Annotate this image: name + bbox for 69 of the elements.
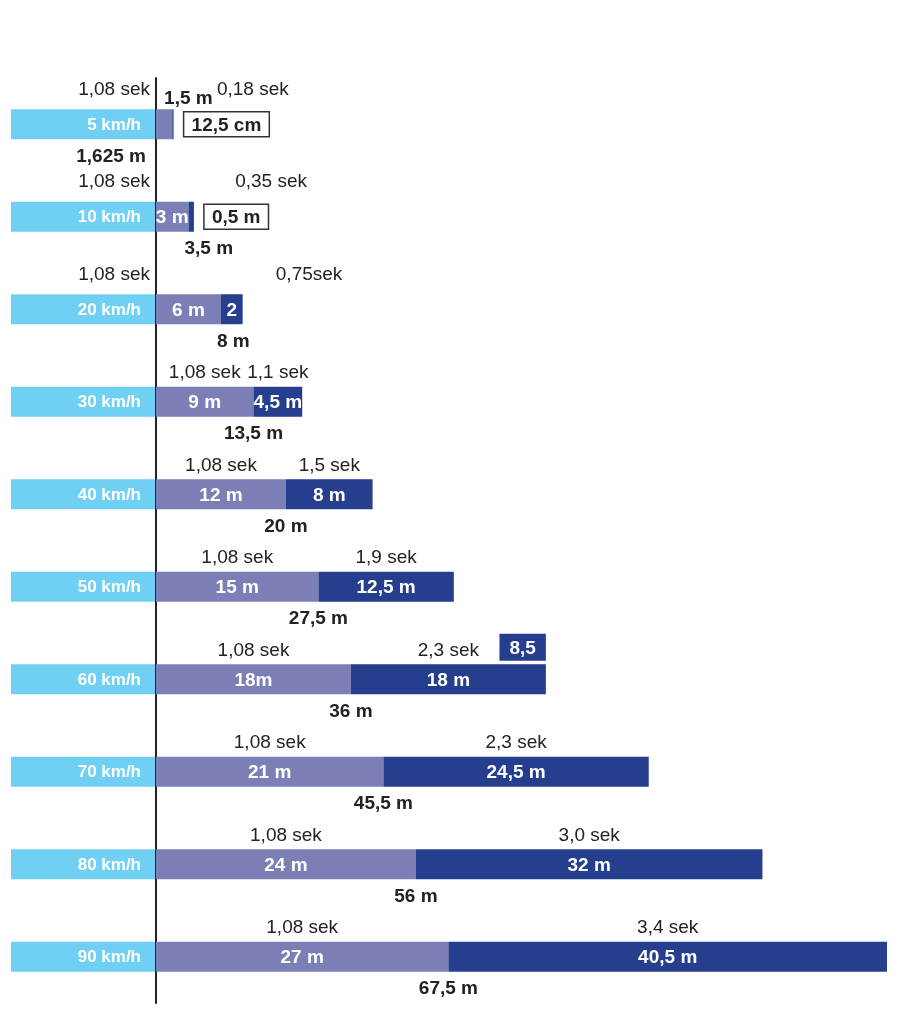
text: 1,08 sek: [78, 170, 151, 192]
y-tick-label: 40 km/h: [77, 484, 141, 504]
y-tick-label: 90 km/h: [77, 947, 141, 967]
data-label: 6 m: [172, 298, 205, 320]
bar: [156, 109, 173, 140]
total-label: 8 m: [216, 329, 250, 351]
annotation: 0,75sek: [275, 262, 343, 284]
data-label: 12 m: [199, 483, 243, 505]
text: 1,08 sek: [78, 77, 151, 99]
data-label: 24 m: [264, 853, 308, 875]
annotation: 2,3 sek: [485, 731, 548, 753]
total-label: 27,5 m: [288, 607, 349, 629]
y-tick-label: 5 km/h: [87, 114, 141, 134]
total-label: 20 m: [264, 514, 308, 536]
total-label: 36 m: [329, 699, 373, 721]
data-label: 9 m: [188, 391, 222, 413]
y-tick-label: 80 km/h: [77, 854, 141, 874]
total-label: 45,5 m: [353, 792, 413, 814]
bar: [188, 201, 194, 232]
annotation: 1,9 sek: [355, 546, 418, 568]
annotation: 1,5 sek: [298, 453, 361, 475]
annotation: 2,3 sek: [417, 638, 480, 660]
annotation: 1,08 sek: [266, 916, 339, 938]
data-label: 24,5 m: [486, 761, 546, 783]
data-label: 40,5 m: [638, 946, 698, 968]
annotation: 1,08 sek: [201, 546, 274, 568]
total-label: 1,625 m: [76, 144, 146, 166]
annotation: 1,08 sek: [185, 453, 258, 475]
annotation: 1,08 sek: [168, 361, 242, 383]
bar: [383, 756, 649, 787]
y-tick-label: 50 km/h: [77, 577, 141, 597]
data-label: 21 m: [248, 761, 292, 783]
y-tick-label: 10 km/h: [77, 207, 141, 227]
annotation: 1,08 sek: [233, 731, 307, 753]
total-label: 3,5 m: [184, 237, 234, 259]
bar: [448, 941, 887, 972]
data-label: 18 m: [426, 668, 471, 690]
annotation: 0,18 sek: [216, 77, 290, 99]
y-tick-label: 20 km/h: [77, 299, 141, 319]
data-label: 18m: [234, 668, 273, 690]
data-label: 12,5 m: [356, 576, 416, 598]
data-label: 1,5 m: [164, 87, 213, 109]
total-label: 56 m: [394, 884, 438, 906]
total-label: 13,5 m: [223, 422, 284, 444]
bar: [415, 849, 763, 880]
y-tick-label: 70 km/h: [77, 762, 141, 782]
y-tick-label: 60 km/h: [77, 669, 141, 689]
data-label: 4,5 m: [253, 391, 303, 413]
data-label: 15 m: [215, 576, 259, 598]
bar: [285, 479, 373, 510]
y-tick-label: 30 km/h: [77, 392, 141, 412]
text: 1,08 sek: [78, 262, 151, 284]
annotation: 0,35 sek: [235, 170, 308, 192]
data-label: 3 m: [155, 206, 189, 228]
annotation: 1,08 sek: [250, 823, 323, 845]
annotation: 3,0 sek: [558, 823, 621, 845]
data-label: 27 m: [280, 946, 324, 968]
data-label: 32 m: [567, 853, 611, 875]
data-label: 8 m: [312, 483, 346, 505]
annotation: 8,5: [509, 636, 537, 658]
annotation: 1,1 sek: [247, 361, 309, 383]
bar: [350, 664, 546, 695]
bar: [318, 571, 454, 602]
annotation: 12,5 cm: [191, 113, 262, 135]
data-label: 2: [226, 298, 238, 320]
annotation: 3,4 sek: [637, 916, 699, 938]
data-label: 0,5 m: [211, 206, 261, 228]
total-label: 67,5 m: [418, 977, 478, 999]
annotation: 1,08 sek: [217, 638, 290, 660]
